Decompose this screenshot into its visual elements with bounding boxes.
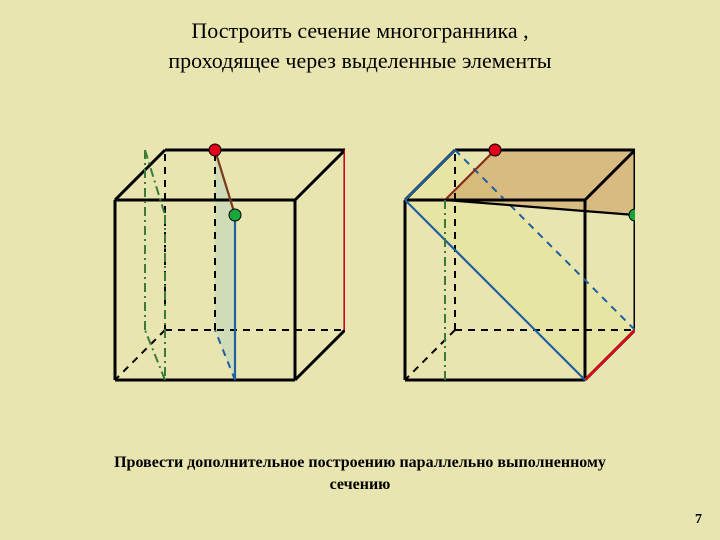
cube-right-svg [375,115,635,425]
figure-left [85,115,345,425]
title-line-1: Построить сечение многогранника , [191,18,528,43]
title-block: Построить сечение многогранника , проход… [0,16,720,75]
cube-left-svg [85,115,345,425]
slide-page: Построить сечение многогранника , проход… [0,0,720,540]
figures-row [0,115,720,435]
title-line-2: проходящее через выделенные элементы [168,48,551,73]
caption-block: Провести дополнительное построению парал… [0,452,720,495]
caption-line-2: сечению [330,476,391,493]
figure-right [375,115,635,425]
page-number: 7 [695,512,702,528]
caption-line-1: Провести дополнительное построению парал… [114,454,606,471]
